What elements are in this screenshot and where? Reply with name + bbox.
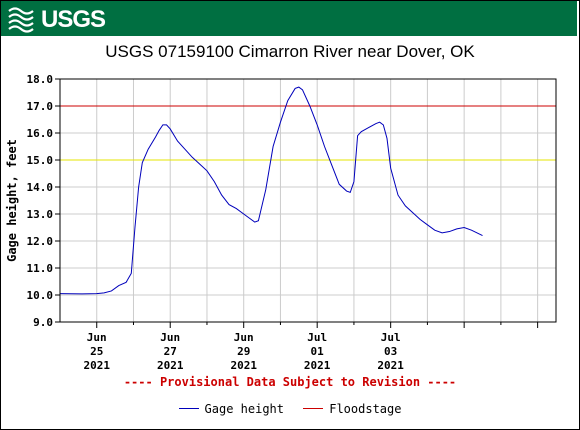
x-tick-label: 03 bbox=[384, 345, 397, 358]
y-tick-label: 12.0 bbox=[27, 235, 54, 248]
x-tick-label: Jul bbox=[381, 331, 401, 344]
y-tick-label: 9.0 bbox=[33, 316, 53, 329]
x-tick-label: Jun bbox=[160, 331, 180, 344]
legend-label-gage-height: Gage height bbox=[204, 402, 284, 416]
legend-item-floodstage: Floodstage bbox=[303, 402, 401, 416]
chart-legend: Gage height Floodstage bbox=[0, 402, 580, 416]
x-tick-label: Jun bbox=[87, 331, 107, 344]
y-tick-label: 15.0 bbox=[27, 154, 54, 167]
legend-swatch-gage-height bbox=[178, 408, 199, 409]
y-tick-label: 17.0 bbox=[27, 100, 54, 113]
x-tick-label: 27 bbox=[164, 345, 177, 358]
y-tick-label: 16.0 bbox=[27, 127, 54, 140]
x-tick-label: 01 bbox=[311, 345, 325, 358]
y-tick-label: 11.0 bbox=[27, 262, 54, 275]
x-tick-label: 25 bbox=[90, 345, 103, 358]
usgs-logo-text: USGS bbox=[41, 6, 106, 33]
series-line-gage-height bbox=[59, 86, 483, 295]
x-tick-label: 2021 bbox=[304, 359, 331, 372]
provisional-notice: ---- Provisional Data Subject to Revisio… bbox=[123, 375, 457, 389]
legend-item-gage-height: Gage height bbox=[178, 402, 284, 416]
x-tick-label: 2021 bbox=[157, 359, 184, 372]
x-tick-label: 2021 bbox=[230, 359, 257, 372]
y-tick-label: 14.0 bbox=[27, 181, 54, 194]
legend-label-floodstage: Floodstage bbox=[329, 402, 402, 416]
plot-border bbox=[59, 78, 557, 323]
y-axis-label: Gage height, feet bbox=[5, 139, 19, 262]
chart-title: USGS 07159100 Cimarron River near Dover,… bbox=[105, 42, 475, 61]
y-tick-label: 18.0 bbox=[27, 73, 54, 86]
x-tick-label: 29 bbox=[237, 345, 250, 358]
usgs-logo[interactable]: USGS bbox=[7, 5, 106, 33]
x-tick-label: 2021 bbox=[83, 359, 110, 372]
y-tick-label: 10.0 bbox=[27, 289, 54, 302]
x-tick-label: Jun bbox=[234, 331, 254, 344]
usgs-banner: USGS bbox=[1, 1, 577, 36]
usgs-wave-icon bbox=[8, 7, 34, 33]
x-tick-label: Jul bbox=[307, 331, 327, 344]
y-tick-label: 13.0 bbox=[27, 208, 54, 221]
x-tick-label: 2021 bbox=[377, 359, 404, 372]
legend-swatch-floodstage bbox=[303, 408, 324, 409]
plot-area bbox=[60, 79, 556, 322]
